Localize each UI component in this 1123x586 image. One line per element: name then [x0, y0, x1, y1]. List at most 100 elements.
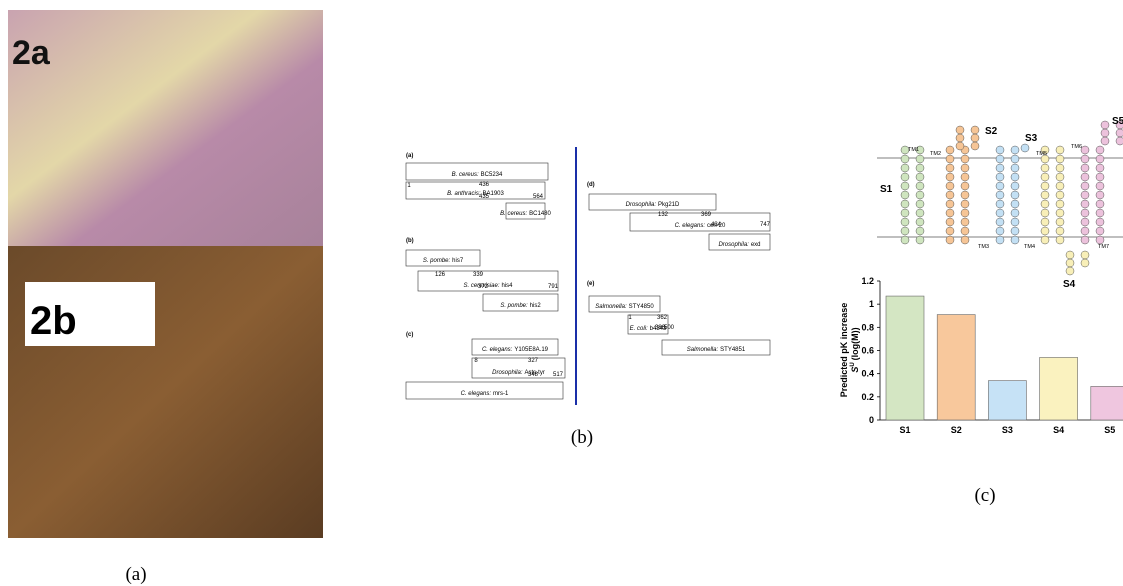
residue [1056, 164, 1064, 172]
gene: his2 [530, 303, 542, 309]
residue [1066, 267, 1074, 275]
organism: Salmonella: [687, 347, 719, 353]
residue [1011, 191, 1019, 199]
residue [1056, 209, 1064, 217]
organism: Salmonella: [595, 304, 627, 310]
residue [1066, 259, 1074, 267]
residue [1041, 227, 1049, 235]
residue [1081, 146, 1089, 154]
residue [1096, 200, 1104, 208]
residue [1101, 121, 1109, 129]
x-tick-label: S4 [1053, 425, 1064, 435]
x-tick-label: S5 [1104, 425, 1115, 435]
position-number: 339 [473, 272, 484, 278]
residue [1066, 251, 1074, 259]
residue [1081, 227, 1089, 235]
helix-label: TM4 [1024, 244, 1035, 250]
residue [996, 146, 1004, 154]
position-number: 747 [760, 222, 771, 228]
residue [1081, 182, 1089, 190]
residue [1041, 209, 1049, 217]
gene: mrs-1 [493, 391, 509, 397]
helix-label: TM2 [930, 151, 941, 157]
residue [1041, 173, 1049, 181]
residue [1081, 200, 1089, 208]
residue [946, 191, 954, 199]
gene-label: B. cereus:BC1480 [500, 211, 551, 217]
residue [1011, 209, 1019, 217]
position-number: 564 [533, 194, 544, 200]
helix-label: TM7 [1098, 244, 1109, 250]
residue [1056, 218, 1064, 226]
gene: Y105E8A.19 [514, 347, 548, 353]
residue [956, 134, 964, 142]
position-number: 436 [479, 182, 490, 188]
residue [946, 236, 954, 244]
residue [1101, 137, 1109, 145]
residue [1041, 191, 1049, 199]
y-tick-label: 0.4 [861, 369, 874, 379]
residue [946, 209, 954, 217]
residue [1101, 129, 1109, 137]
residue [946, 200, 954, 208]
segment-label: S1 [880, 184, 893, 195]
residue [961, 182, 969, 190]
gene: exd [751, 242, 761, 248]
group-label: (c) [406, 332, 413, 338]
residue [1056, 146, 1064, 154]
position-number: 434 [711, 222, 722, 228]
figure: 2a 2b (a) (b) (c) (a)B. cereus:BC5234B. … [0, 0, 1123, 586]
panel-caption: (b) [571, 427, 593, 448]
organism: B. anthracis: [447, 191, 481, 197]
residue [916, 191, 924, 199]
residue [961, 209, 969, 217]
residue [1116, 129, 1123, 137]
residue [971, 126, 979, 134]
helix-label: TM5 [1036, 151, 1047, 157]
residue [1041, 182, 1049, 190]
gene: his4 [502, 283, 514, 289]
helix-label: TM6 [1071, 144, 1082, 150]
residue [916, 209, 924, 217]
bar [886, 296, 924, 420]
panel-caption: (a) [125, 564, 146, 585]
image-label: 2b [30, 299, 77, 343]
residue [996, 236, 1004, 244]
residue [996, 173, 1004, 181]
gene-label: B. cereus:BC5234 [452, 172, 503, 178]
organism: C. elegans: [675, 223, 706, 229]
residue [1096, 155, 1104, 163]
residue [1056, 236, 1064, 244]
residue [1096, 227, 1104, 235]
position-number: 362 [657, 315, 668, 321]
gene: his7 [452, 258, 464, 264]
residue [961, 200, 969, 208]
residue [916, 227, 924, 235]
residue [916, 218, 924, 226]
organism: S. pombe: [500, 303, 528, 309]
residue [1056, 227, 1064, 235]
group-label: (d) [587, 182, 595, 188]
residue [901, 227, 909, 235]
residue [1096, 164, 1104, 172]
gene-label: S. pombe:his2 [500, 303, 541, 309]
y-tick-label: 0.2 [861, 392, 874, 402]
residue [916, 173, 924, 181]
residue [1081, 259, 1089, 267]
unit: (log(M)) [850, 327, 860, 360]
residue [1041, 200, 1049, 208]
bar [1091, 386, 1123, 420]
residue [916, 200, 924, 208]
residue [1096, 218, 1104, 226]
x-tick-label: S2 [951, 425, 962, 435]
residue [1011, 227, 1019, 235]
position-number: 348 [528, 372, 539, 378]
residue [1021, 144, 1029, 152]
residue [1056, 182, 1064, 190]
organism: Drosophila: [492, 370, 523, 376]
residue [1081, 191, 1089, 199]
residue [1056, 173, 1064, 181]
residue [1096, 146, 1104, 154]
panel-caption: (c) [974, 485, 995, 506]
gene-label: B. anthracis:BA1903 [447, 191, 504, 197]
